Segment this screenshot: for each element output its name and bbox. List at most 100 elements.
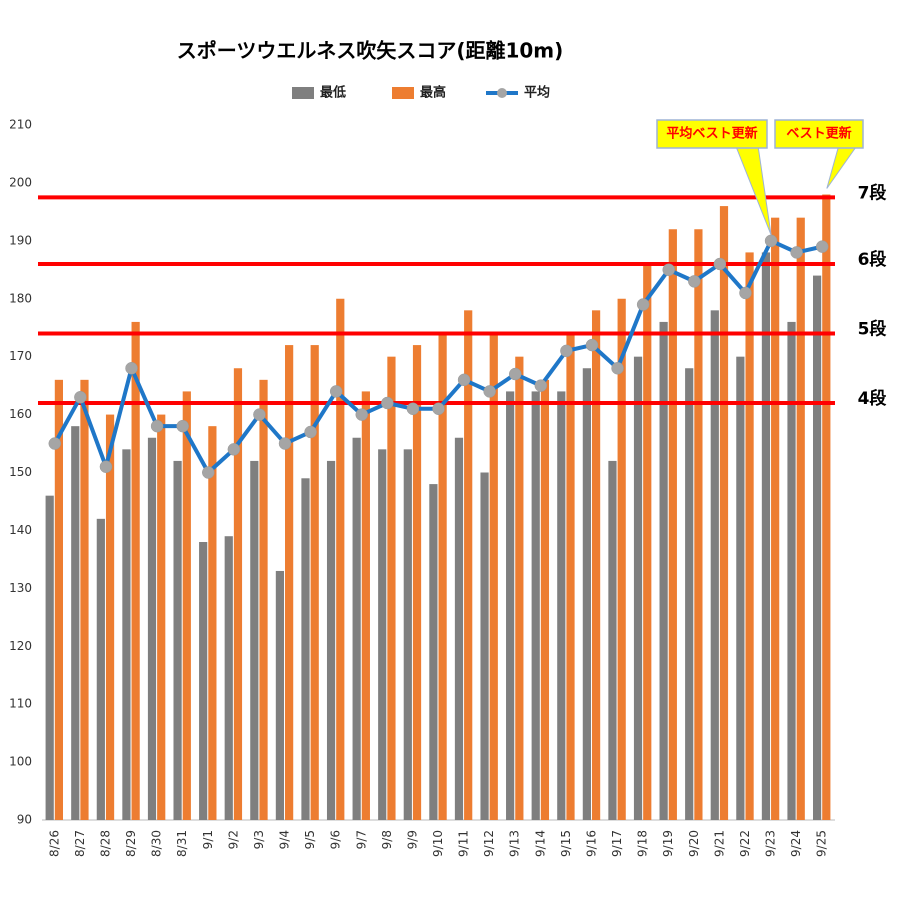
line-marker <box>381 396 394 410</box>
line-marker <box>176 419 189 433</box>
bar <box>147 437 157 820</box>
bar <box>412 345 422 820</box>
line-marker <box>739 286 752 300</box>
y-tick-label: 170 <box>9 349 32 363</box>
line-marker <box>790 246 803 259</box>
bar <box>352 437 361 820</box>
x-tick-label: 9/22 <box>738 830 752 857</box>
line <box>53 238 823 475</box>
bar <box>224 536 233 820</box>
bar <box>454 437 464 820</box>
x-tick-label: 9/3 <box>252 830 266 849</box>
y-tick-label: 200 <box>9 175 32 189</box>
line-marker <box>713 257 727 271</box>
callout-pointer <box>735 146 772 236</box>
bar <box>557 391 566 820</box>
bar <box>668 229 677 820</box>
x-tick-label: 9/10 <box>431 830 445 857</box>
line-marker <box>764 234 778 248</box>
bar <box>736 356 745 820</box>
y-tick-label: 130 <box>9 581 32 595</box>
bar <box>438 333 447 820</box>
x-tick-label: 9/15 <box>559 830 573 857</box>
x-tick-label: 9/24 <box>789 830 803 857</box>
bar <box>608 460 617 820</box>
callout-box <box>656 119 768 149</box>
y-tick-label: 150 <box>9 465 32 479</box>
reference-label: 6段 <box>858 249 887 270</box>
bar <box>275 570 285 820</box>
line-marker <box>636 298 650 311</box>
bar <box>480 472 489 820</box>
x-tick-label: 8/28 <box>98 830 112 857</box>
x-tick-label: 9/21 <box>712 830 726 857</box>
line-marker <box>585 338 599 352</box>
line-marker <box>534 379 548 392</box>
x-tick-label: 9/6 <box>329 830 343 849</box>
line-marker <box>304 425 317 439</box>
bar <box>643 264 652 820</box>
bar <box>429 484 438 820</box>
bar <box>122 449 131 820</box>
bar <box>45 495 54 820</box>
bar <box>633 356 643 820</box>
x-tick-label: 9/7 <box>354 830 368 849</box>
bar <box>157 414 166 820</box>
bar <box>515 356 524 820</box>
bar <box>233 368 243 820</box>
line-marker <box>508 367 522 381</box>
bar <box>336 298 345 820</box>
x-tick-label: 9/17 <box>610 830 624 857</box>
bar <box>199 542 208 820</box>
line-marker <box>329 385 343 398</box>
bar <box>387 356 396 820</box>
x-tick-label: 9/25 <box>815 830 829 857</box>
bar <box>378 449 387 820</box>
bar <box>105 414 115 820</box>
x-tick-label: 9/18 <box>636 830 650 857</box>
y-tick-label: 140 <box>9 523 32 537</box>
legend-swatch <box>392 87 414 99</box>
line-marker <box>202 466 215 479</box>
legend-label: 平均 <box>524 85 550 101</box>
x-tick-label: 9/5 <box>303 830 317 849</box>
line-marker <box>125 362 138 375</box>
x-tick-label: 9/23 <box>764 830 778 857</box>
line-marker <box>611 362 624 375</box>
bar <box>96 518 105 820</box>
x-tick-label: 9/14 <box>533 830 547 857</box>
bar <box>80 379 89 820</box>
bar <box>403 449 412 820</box>
y-tick-label: 120 <box>9 639 32 653</box>
bar <box>326 460 336 820</box>
y-tick-label: 190 <box>9 233 32 247</box>
legend-swatch <box>292 87 314 99</box>
x-tick-label: 9/1 <box>201 830 215 849</box>
bar <box>259 379 268 820</box>
bar <box>566 333 575 820</box>
legend-label: 最高 <box>420 85 446 101</box>
legend-label: 最低 <box>320 85 346 101</box>
line-marker <box>662 263 675 277</box>
y-tick-label: 180 <box>9 291 32 305</box>
x-tick-label: 9/12 <box>482 830 496 857</box>
line-marker <box>278 437 292 450</box>
x-tick-label: 9/2 <box>226 830 240 849</box>
x-tick-label: 9/8 <box>380 830 394 849</box>
line-marker <box>457 373 471 387</box>
annotation: 平均ベスト更新 <box>666 126 757 142</box>
bar <box>822 194 831 820</box>
y-tick-label: 210 <box>9 118 32 132</box>
bar <box>761 252 771 820</box>
line-marker <box>432 402 445 416</box>
reference-label: 7段 <box>858 182 887 203</box>
bar <box>694 229 703 820</box>
line-marker <box>560 344 573 358</box>
line-marker <box>74 390 87 404</box>
x-tick-label: 8/30 <box>150 830 164 857</box>
bar <box>506 391 515 820</box>
bar <box>71 426 80 820</box>
bar <box>771 217 780 820</box>
line-marker <box>253 408 266 421</box>
